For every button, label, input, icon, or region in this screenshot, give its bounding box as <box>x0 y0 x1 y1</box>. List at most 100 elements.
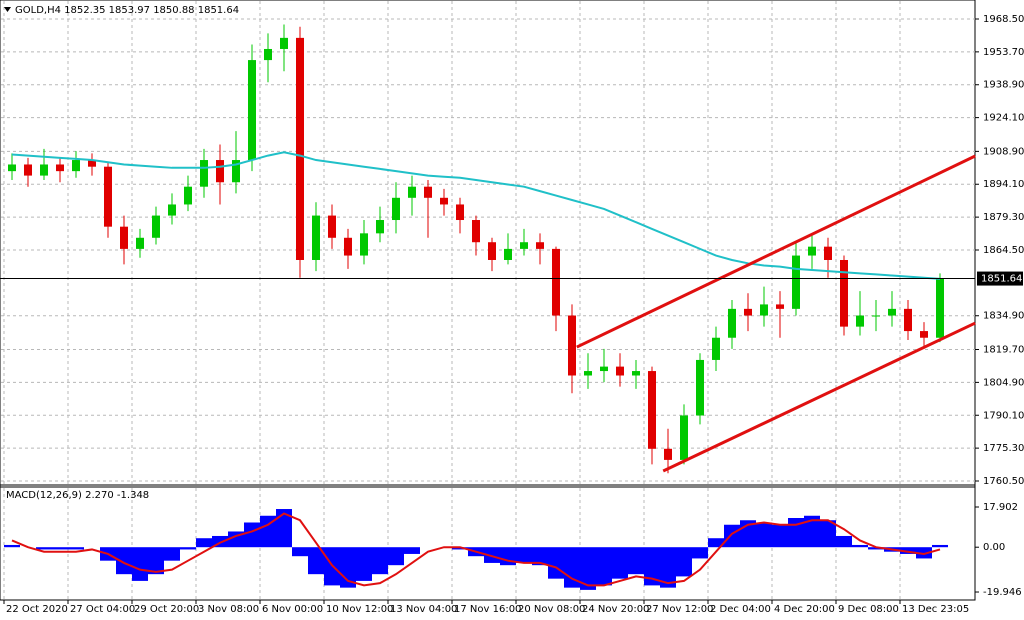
y-tick-label: -19.946 <box>983 587 1022 598</box>
candle-body <box>24 164 32 176</box>
macd-bar <box>580 547 596 590</box>
y-tick-label: 1775.30 <box>983 443 1024 454</box>
y-tick-label: 17.902 <box>983 502 1018 513</box>
price-label: 1851.64 <box>981 274 1022 285</box>
macd-bar <box>772 524 788 548</box>
candle-body <box>680 415 688 460</box>
candle-body <box>248 60 256 161</box>
y-tick-label: 1819.70 <box>983 345 1024 356</box>
macd-bar <box>612 547 628 579</box>
candle-body <box>456 204 464 221</box>
y-tick-label: 1804.90 <box>983 377 1024 388</box>
candle-body <box>184 186 192 205</box>
macd-bar <box>196 538 212 548</box>
macd-bar <box>4 544 20 548</box>
candle-body <box>648 371 656 449</box>
trend-line <box>662 321 976 473</box>
candle-body <box>120 226 128 249</box>
macd-bar <box>916 547 932 559</box>
x-tick-label: 17 Nov 16:00 <box>454 604 521 615</box>
macd-bar <box>900 547 916 554</box>
y-tick-label: 1894.10 <box>983 179 1024 190</box>
candle-body <box>920 331 928 338</box>
x-tick-label: 24 Nov 20:00 <box>582 604 649 615</box>
chart-title: GOLD,H4 1852.35 1853.97 1850.88 1851.64 <box>15 5 239 16</box>
y-tick-label: 0.00 <box>983 542 1005 553</box>
candle-body <box>760 304 768 316</box>
candle-body <box>200 160 208 187</box>
macd-bar <box>404 547 420 554</box>
candle-body <box>616 366 624 376</box>
candle-body <box>568 315 576 376</box>
x-tick-label: 29 Oct 20:00 <box>134 604 199 615</box>
x-tick-label: 13 Nov 04:00 <box>390 604 457 615</box>
x-tick-label: 6 Nov 00:00 <box>262 604 323 615</box>
candle-body <box>40 164 48 176</box>
macd-bar <box>756 522 772 548</box>
candle-body <box>104 166 112 227</box>
x-tick-label: 13 Dec 23:05 <box>902 604 969 615</box>
candle-body <box>328 215 336 238</box>
price-label-box <box>977 271 1023 286</box>
candle-body <box>440 197 448 205</box>
macd-bar <box>676 547 692 577</box>
macd-bar <box>116 547 132 575</box>
candle-body <box>872 315 880 317</box>
candle-body <box>216 160 224 183</box>
candle-body <box>296 37 304 260</box>
macd-bar <box>388 547 404 566</box>
signal-line <box>11 512 941 587</box>
x-tick-label: 10 Nov 12:00 <box>326 604 393 615</box>
y-tick-label: 1760.50 <box>983 476 1024 487</box>
y-tick-label: 1953.70 <box>983 47 1024 58</box>
trend-line <box>576 154 976 349</box>
candle-body <box>72 160 80 172</box>
candle-body <box>536 242 544 249</box>
macd-bar <box>532 547 548 566</box>
macd-bar <box>564 547 580 588</box>
candle-body <box>232 160 240 183</box>
y-tick-label: 1879.30 <box>983 212 1024 223</box>
macd-bar <box>132 547 148 581</box>
macd-bar <box>852 544 868 548</box>
candle-body <box>936 278 944 338</box>
candle-body <box>168 204 176 216</box>
plot-frame <box>0 0 976 601</box>
candle-body <box>808 246 816 256</box>
candle-body <box>280 37 288 49</box>
x-tick-label: 9 Dec 08:00 <box>838 604 899 615</box>
candle-body <box>712 337 720 360</box>
x-tick-label: 22 Oct 2020 <box>6 604 68 615</box>
macd-bar <box>836 535 852 548</box>
candle-body <box>904 308 912 332</box>
macd-title: MACD(12,26,9) 2.270 -1.348 <box>6 490 149 501</box>
macd-bar <box>36 547 52 550</box>
macd-bar <box>212 535 228 548</box>
macd-bar <box>868 547 884 550</box>
candle-body <box>88 160 96 167</box>
macd-bar <box>292 547 308 557</box>
candle-body <box>408 186 416 198</box>
candle-body <box>344 237 352 256</box>
candle-body <box>488 242 496 260</box>
candle-body <box>472 220 480 243</box>
candle-body <box>600 366 608 372</box>
macd-bar <box>356 547 372 581</box>
macd-bar <box>308 547 324 575</box>
macd-bar <box>148 547 164 575</box>
macd-bar <box>276 509 292 548</box>
macd-bar <box>516 547 532 563</box>
candle-body <box>776 304 784 309</box>
x-tick-label: 3 Nov 08:00 <box>198 604 259 615</box>
macd-bar <box>260 515 276 548</box>
x-tick-label: 27 Oct 04:00 <box>70 604 135 615</box>
x-tick-label: 2 Dec 04:00 <box>710 604 771 615</box>
x-tick-label: 4 Dec 20:00 <box>774 604 835 615</box>
candle-body <box>744 308 752 316</box>
y-tick-label: 1790.10 <box>983 410 1024 421</box>
menu-icon <box>4 7 11 12</box>
x-tick-label: 20 Nov 08:00 <box>518 604 585 615</box>
candle-body <box>552 248 560 316</box>
